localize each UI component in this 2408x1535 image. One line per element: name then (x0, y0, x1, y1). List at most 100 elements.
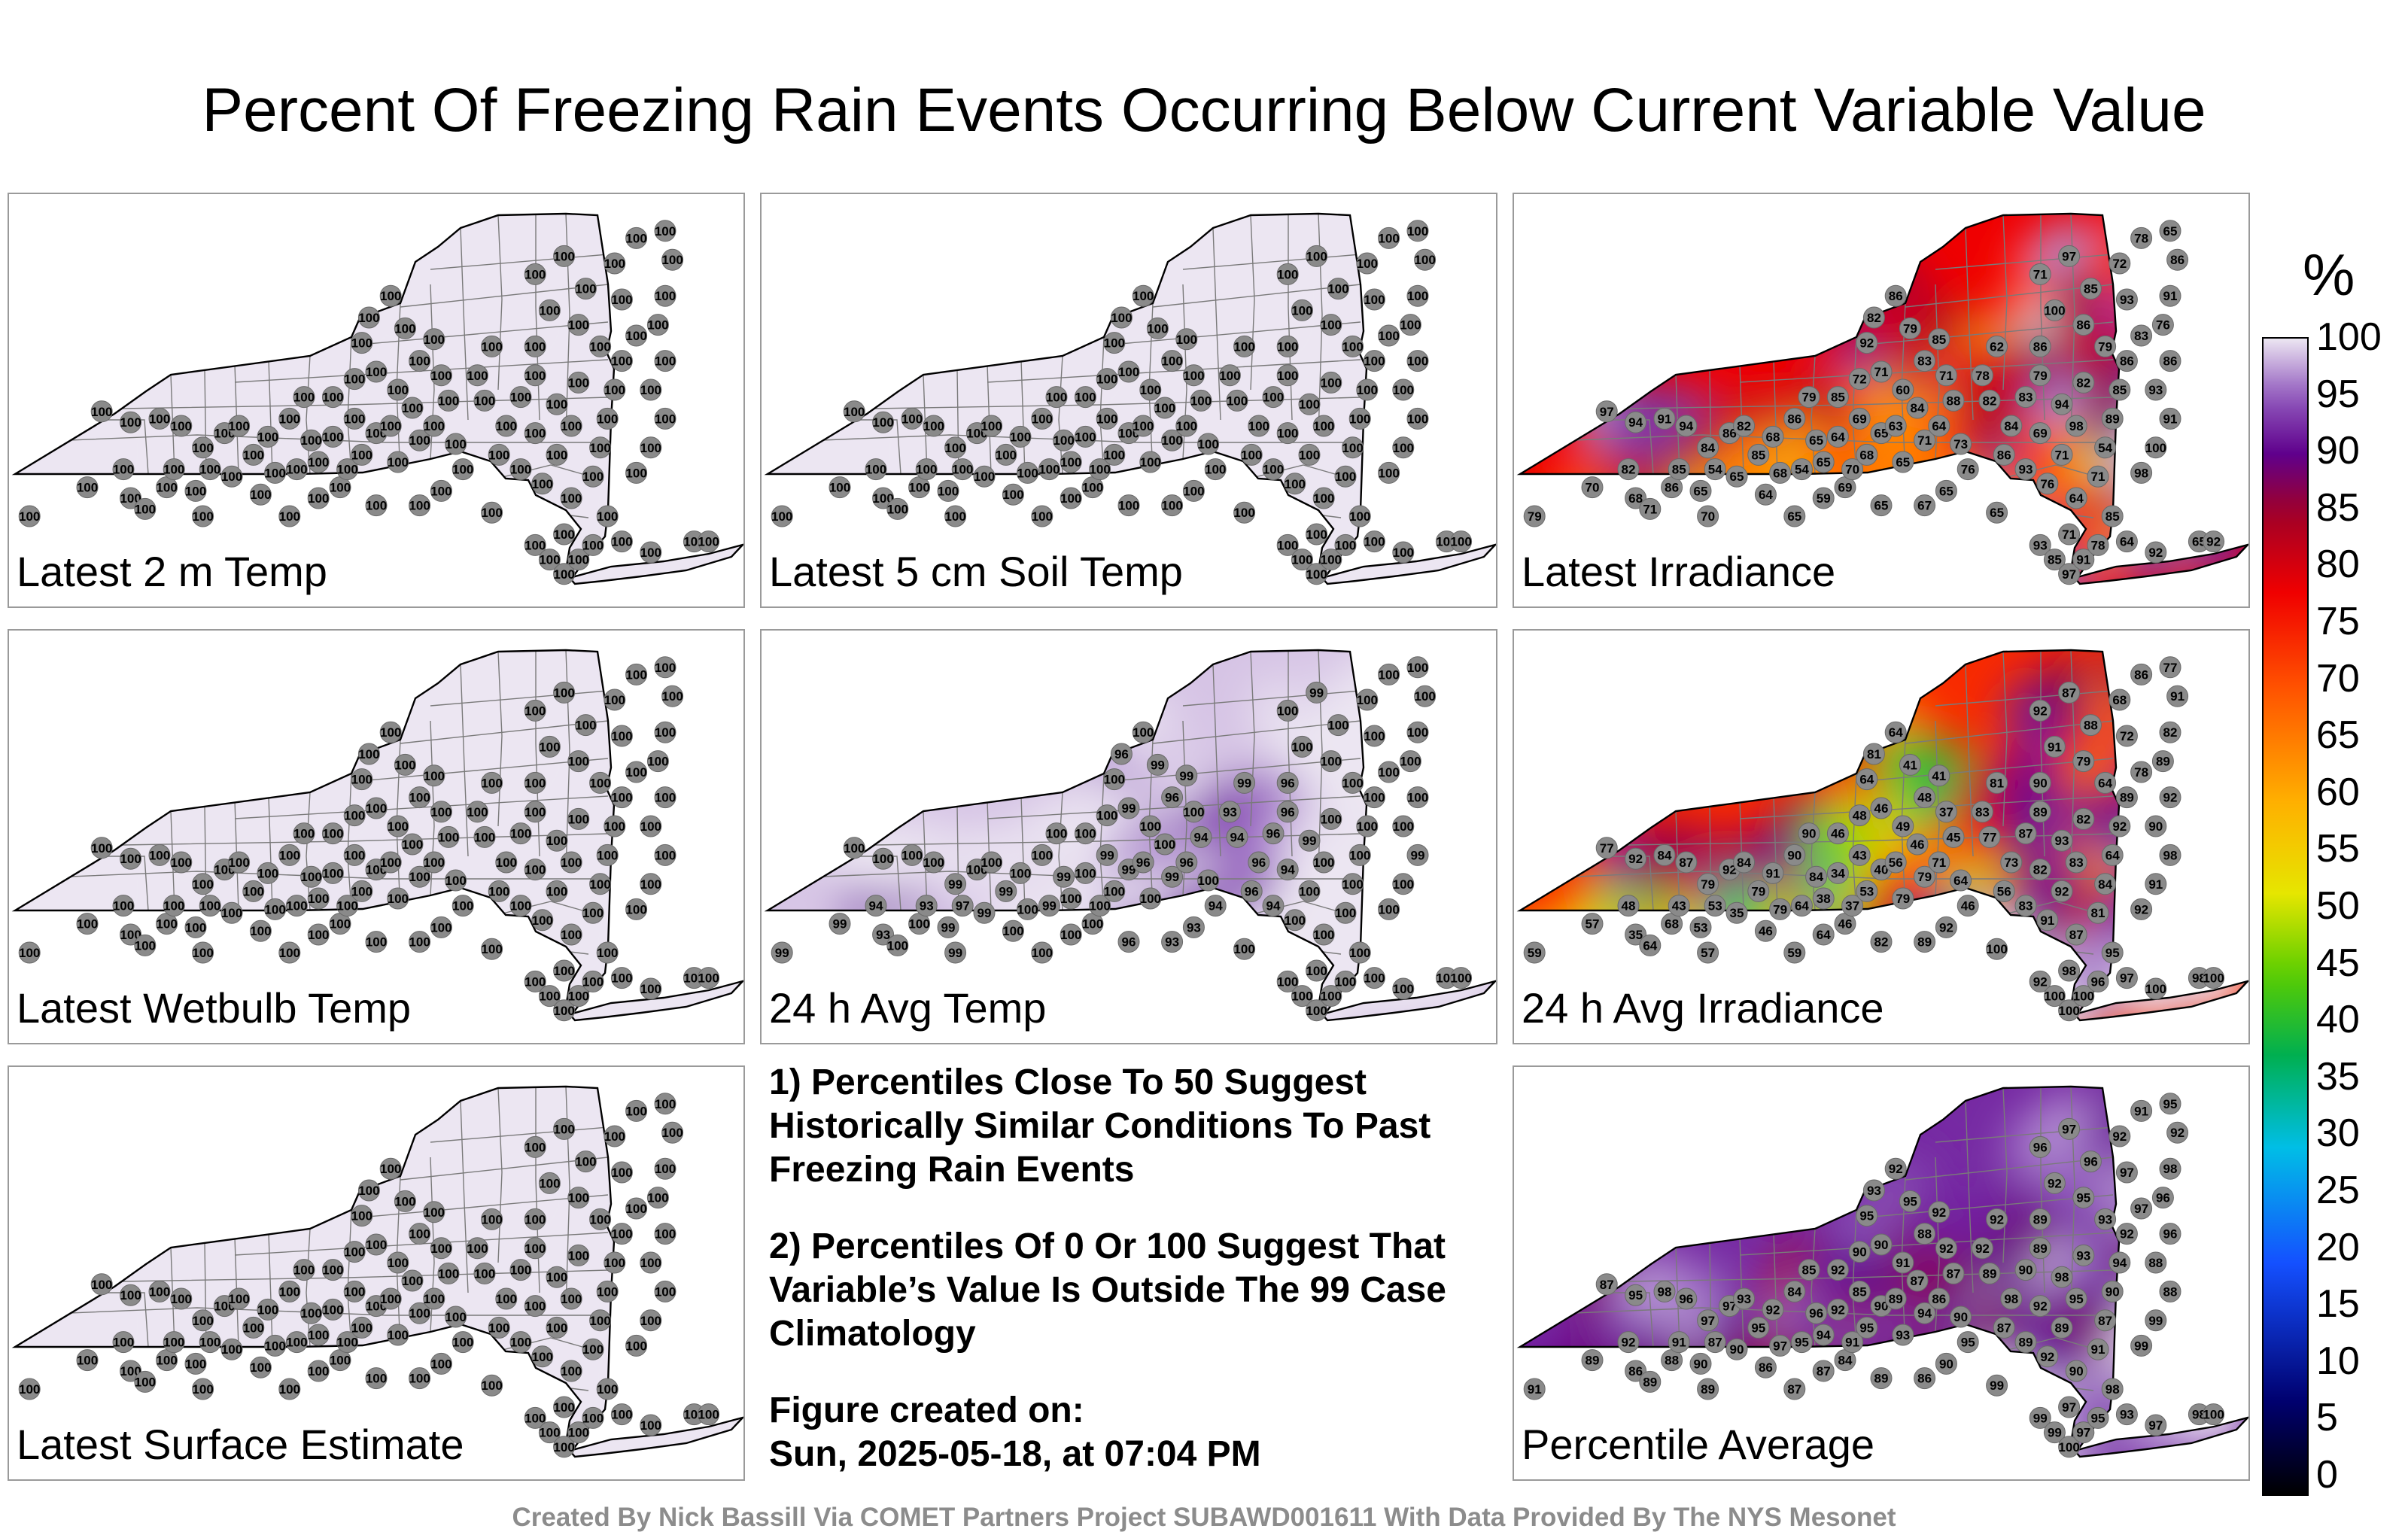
station-marker (120, 411, 142, 433)
station-value: 96 (1165, 791, 1179, 805)
station-marker (944, 436, 967, 459)
station-marker (112, 1331, 135, 1354)
station-marker (589, 873, 612, 895)
county-line (497, 651, 503, 827)
station-value: 89 (2033, 1212, 2048, 1226)
station-value: 100 (575, 1155, 596, 1169)
station-value: 100 (640, 383, 661, 397)
station-marker (2029, 970, 2051, 992)
station-value: 92 (2120, 1227, 2134, 1242)
station-value: 100 (546, 1270, 567, 1284)
station-marker (1870, 797, 1893, 819)
station-value: 91 (2163, 289, 2178, 303)
station-marker (379, 415, 402, 437)
station-value: 49 (1896, 819, 1910, 834)
station-marker (1914, 865, 1936, 888)
station-marker (2145, 977, 2167, 1000)
station-value: 100 (553, 1122, 574, 1136)
station-value: 100 (1060, 892, 1081, 906)
county-line (768, 871, 1361, 880)
station-marker (437, 1262, 460, 1284)
station-marker (1978, 389, 2001, 412)
station-marker (1406, 656, 1429, 679)
county-line (99, 856, 149, 911)
station-value: 93 (1867, 1184, 1881, 1198)
station-value: 72 (2120, 729, 2134, 743)
station-marker (1378, 761, 1400, 783)
station-value: 96 (1809, 1306, 1823, 1321)
station-value: 100 (1321, 812, 1342, 826)
county-line (1182, 690, 1361, 707)
station-value: 100 (279, 1382, 300, 1397)
station-value: 100 (409, 1306, 430, 1321)
station-value: 100 (163, 899, 184, 913)
station-marker (1161, 350, 1184, 372)
station-value: 100 (77, 917, 98, 932)
station-value: 98 (2004, 1292, 2018, 1306)
station-marker (357, 306, 380, 329)
station-marker (1697, 941, 1719, 964)
station-value: 91 (1766, 866, 1780, 880)
station-marker (1956, 895, 1979, 917)
station-value: 100 (1183, 369, 1204, 383)
station-marker (249, 1356, 272, 1378)
station-marker (199, 458, 221, 481)
station-value: 96 (2084, 1155, 2098, 1169)
station-value: 100 (228, 856, 249, 870)
station-marker (625, 1099, 648, 1122)
station-value: 100 (510, 1263, 531, 1278)
county-line (1864, 321, 2114, 345)
station-value: 100 (308, 1364, 329, 1378)
station-marker (2130, 761, 2153, 783)
station-marker (2159, 843, 2181, 866)
station-marker (1175, 415, 1198, 437)
station-value: 100 (300, 870, 321, 884)
station-marker (409, 494, 431, 517)
station-value: 76 (2156, 318, 2170, 333)
station-value: 100 (171, 419, 192, 433)
station-marker (90, 837, 113, 859)
station-value: 71 (2033, 267, 2048, 281)
station-marker (2115, 725, 2138, 747)
station-value: 87 (1997, 1321, 2011, 1335)
station-marker (1009, 425, 1032, 448)
station-value: 87 (1600, 1278, 1614, 1292)
station-value: 86 (1722, 427, 1737, 441)
station-value: 100 (1378, 466, 1399, 480)
station-value: 100 (336, 899, 357, 913)
station-value: 100 (1291, 740, 1312, 754)
station-value: 100 (510, 1336, 531, 1350)
station-value: 100 (698, 1408, 719, 1422)
station-value: 69 (1853, 412, 1867, 426)
station-marker (625, 324, 648, 347)
station-value: 100 (916, 463, 937, 477)
station-value: 100 (243, 884, 264, 898)
station-marker (2029, 364, 2051, 387)
station-value: 100 (452, 463, 473, 477)
station-marker (2043, 549, 2066, 571)
station-value: 100 (510, 899, 531, 913)
station-value: 100 (604, 1129, 625, 1144)
station-marker (524, 1295, 546, 1318)
station-value: 86 (2076, 318, 2090, 333)
station-value: 94 (1917, 1306, 1932, 1321)
station-value: 90 (2033, 776, 2048, 790)
state-outline (11, 1085, 616, 1448)
station-value: 91 (1896, 1256, 1910, 1270)
station-value: 100 (488, 448, 509, 462)
station-value: 100 (539, 740, 560, 754)
station-value: 84 (1737, 856, 1751, 870)
station-marker (184, 479, 207, 502)
station-value: 48 (1917, 791, 1932, 805)
station-marker (220, 901, 243, 924)
station-value: 100 (243, 1321, 264, 1335)
station-value: 89 (2055, 1321, 2069, 1335)
station-value: 98 (2163, 1162, 2178, 1176)
station-value: 71 (1939, 369, 1953, 383)
station-value: 100 (981, 419, 1002, 433)
station-value: 53 (1859, 884, 1874, 898)
station-value: 79 (1903, 321, 1917, 336)
station-value: 100 (257, 430, 278, 444)
station-marker (1284, 473, 1306, 495)
station-marker (2145, 873, 2167, 895)
